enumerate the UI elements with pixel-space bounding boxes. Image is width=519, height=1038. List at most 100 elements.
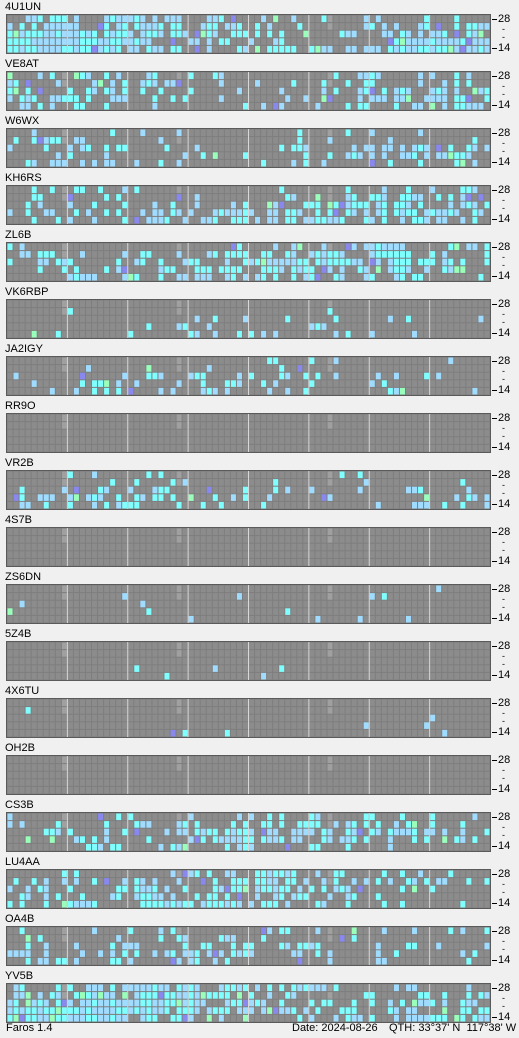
grid-cell bbox=[381, 486, 387, 494]
grid-cell bbox=[273, 137, 279, 144]
grid-cell bbox=[267, 528, 273, 536]
grid-cell bbox=[321, 15, 327, 23]
grid-cell bbox=[194, 144, 200, 152]
grid-cell bbox=[454, 585, 460, 593]
grid-cell bbox=[212, 479, 218, 486]
grid-cell bbox=[327, 372, 333, 380]
grid-cell bbox=[242, 323, 248, 330]
grid-cell bbox=[134, 201, 140, 209]
grid-cell bbox=[224, 657, 230, 665]
grid-cell bbox=[351, 23, 357, 30]
grid-cell bbox=[49, 194, 55, 201]
grid-cell bbox=[285, 323, 291, 330]
grid-cell bbox=[460, 600, 466, 608]
axis-tick bbox=[492, 504, 497, 505]
grid-cell bbox=[73, 258, 79, 266]
grid-cell bbox=[122, 38, 128, 45]
grid-cell bbox=[255, 501, 261, 509]
grid-cell bbox=[182, 194, 188, 201]
grid-cell bbox=[466, 672, 472, 680]
grid-cell bbox=[375, 665, 381, 672]
grid-cell bbox=[285, 243, 291, 251]
grid-cell bbox=[7, 365, 13, 372]
grid-cell bbox=[327, 186, 333, 194]
propagation-cells bbox=[7, 15, 490, 53]
grid-cell bbox=[393, 330, 399, 338]
grid-cell bbox=[92, 471, 98, 479]
grid-cell bbox=[351, 258, 357, 266]
grid-cell bbox=[200, 494, 206, 501]
grid-cell bbox=[158, 102, 164, 110]
grid-cell bbox=[85, 30, 92, 38]
grid-cell bbox=[182, 30, 188, 38]
grid-cell bbox=[200, 536, 206, 543]
grid-cell bbox=[321, 45, 327, 53]
grid-cell bbox=[85, 536, 92, 543]
grid-cell bbox=[43, 593, 49, 600]
grid-cell bbox=[7, 186, 13, 194]
grid-cell bbox=[230, 152, 236, 159]
grid-cell bbox=[43, 186, 49, 194]
grid-cell bbox=[61, 558, 67, 566]
grid-cell bbox=[387, 528, 393, 536]
grid-cell bbox=[279, 665, 285, 672]
grid-cell bbox=[104, 650, 110, 657]
grid-cell bbox=[351, 251, 357, 258]
grid-cell bbox=[273, 608, 279, 615]
beacon-callsign: VE8AT bbox=[5, 58, 40, 70]
axis-tick bbox=[492, 447, 497, 448]
grid-cell bbox=[128, 300, 134, 308]
grid-cell bbox=[122, 365, 128, 372]
grid-cell bbox=[249, 380, 255, 387]
grid-cell bbox=[218, 414, 224, 422]
grid-cell bbox=[242, 414, 248, 422]
grid-cell bbox=[236, 551, 242, 558]
grid-cell bbox=[170, 45, 176, 53]
grid-cell bbox=[454, 266, 460, 273]
grid-cell bbox=[43, 201, 49, 209]
grid-cell bbox=[309, 87, 315, 95]
grid-cell bbox=[393, 209, 399, 216]
grid-cell bbox=[478, 152, 484, 159]
grid-cell bbox=[303, 437, 309, 444]
grid-cell bbox=[7, 528, 13, 536]
grid-cell bbox=[170, 251, 176, 258]
grid-cell bbox=[206, 365, 212, 372]
grid-cell bbox=[303, 558, 309, 566]
grid-cell bbox=[261, 422, 267, 429]
grid-cell bbox=[98, 387, 104, 395]
grid-cell bbox=[460, 479, 466, 486]
grid-cell bbox=[399, 593, 405, 600]
grid-cell bbox=[345, 152, 351, 159]
grid-cell bbox=[399, 380, 405, 387]
axis-tick bbox=[492, 561, 497, 562]
grid-cell bbox=[375, 330, 381, 338]
grid-cell bbox=[49, 551, 55, 558]
grid-cell bbox=[182, 380, 188, 387]
grid-cell bbox=[73, 186, 79, 194]
grid-cell bbox=[43, 137, 49, 144]
grid-cell bbox=[279, 323, 285, 330]
grid-cell bbox=[13, 414, 19, 422]
grid-cell bbox=[472, 558, 478, 566]
grid-cell bbox=[466, 201, 472, 209]
grid-cell bbox=[79, 201, 85, 209]
grid-cell bbox=[206, 543, 212, 551]
grid-cell bbox=[381, 137, 387, 144]
grid-cell bbox=[104, 380, 110, 387]
grid-cell bbox=[55, 471, 61, 479]
grid-cell bbox=[430, 608, 436, 615]
grid-cell bbox=[236, 650, 242, 657]
grid-cell bbox=[430, 102, 436, 110]
grid-cell bbox=[152, 357, 158, 365]
grid-cell bbox=[297, 536, 303, 543]
grid-cell bbox=[297, 38, 303, 45]
grid-cell bbox=[188, 672, 194, 680]
grid-cell bbox=[261, 330, 267, 338]
grid-cell bbox=[146, 365, 152, 372]
grid-cell bbox=[375, 266, 381, 273]
grid-cell bbox=[333, 501, 339, 509]
grid-cell bbox=[31, 437, 37, 444]
grid-cell bbox=[345, 585, 351, 593]
grid-cell bbox=[436, 657, 442, 665]
